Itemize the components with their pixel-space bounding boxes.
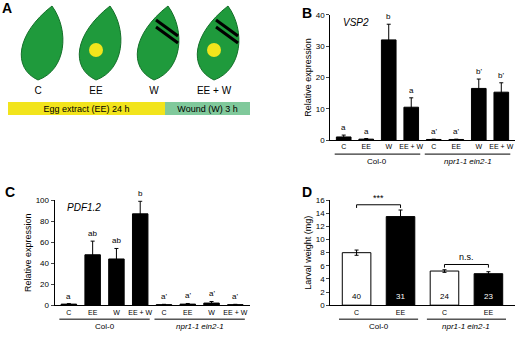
svg-text:20: 20 — [40, 280, 49, 289]
svg-text:80: 80 — [40, 217, 49, 226]
svg-text:EE: EE — [89, 85, 103, 96]
svg-text:40: 40 — [40, 259, 49, 268]
svg-text:Relative expression: Relative expression — [23, 213, 33, 292]
svg-text:Col-0: Col-0 — [95, 322, 115, 331]
svg-text:EE + W: EE + W — [128, 309, 152, 316]
svg-text:VSP2: VSP2 — [343, 17, 369, 28]
svg-text:D: D — [302, 184, 312, 200]
svg-text:8: 8 — [320, 248, 325, 257]
svg-text:ab: ab — [112, 236, 121, 245]
svg-text:0: 0 — [45, 301, 50, 310]
svg-text:C: C — [354, 309, 359, 316]
svg-text:n.s.: n.s. — [459, 252, 474, 262]
svg-text:Wound (W) 3 h: Wound (W) 3 h — [177, 104, 237, 114]
svg-text:14: 14 — [316, 209, 325, 218]
svg-text:a: a — [364, 127, 369, 136]
svg-text:a: a — [66, 292, 71, 301]
svg-text:Relative expression: Relative expression — [303, 38, 313, 117]
svg-text:0: 0 — [320, 136, 325, 145]
svg-text:16: 16 — [316, 196, 325, 205]
svg-text:C: C — [66, 309, 71, 316]
svg-text:W: W — [475, 143, 482, 150]
svg-text:b: b — [386, 12, 391, 21]
svg-text:a': a' — [185, 291, 191, 300]
svg-text:C: C — [161, 309, 166, 316]
svg-text:30: 30 — [316, 42, 325, 51]
svg-text:PDF1.2: PDF1.2 — [67, 202, 101, 213]
svg-text:31: 31 — [396, 292, 405, 301]
svg-text:W: W — [385, 143, 392, 150]
svg-text:a: a — [341, 123, 346, 132]
svg-text:***: *** — [373, 193, 384, 203]
svg-text:a: a — [409, 86, 414, 95]
svg-text:b: b — [138, 189, 143, 198]
svg-text:C: C — [442, 309, 447, 316]
svg-text:0: 0 — [320, 301, 325, 310]
svg-text:10: 10 — [316, 235, 325, 244]
svg-text:b': b' — [498, 71, 504, 80]
svg-text:EE: EE — [183, 309, 193, 316]
svg-text:a': a' — [431, 127, 437, 136]
svg-text:C: C — [431, 143, 436, 150]
svg-text:C: C — [341, 143, 346, 150]
svg-text:EE + W: EE + W — [399, 143, 423, 150]
svg-text:Egg extract (EE) 24 h: Egg extract (EE) 24 h — [43, 104, 129, 114]
svg-text:npr1-1 ein2-1: npr1-1 ein2-1 — [442, 322, 490, 331]
svg-text:C: C — [5, 184, 15, 200]
svg-text:W: W — [208, 309, 215, 316]
svg-text:EE: EE — [88, 309, 98, 316]
svg-text:a': a' — [209, 289, 215, 298]
svg-text:Col-0: Col-0 — [367, 157, 387, 166]
svg-text:12: 12 — [316, 222, 325, 231]
svg-text:ab: ab — [88, 229, 97, 238]
svg-text:B: B — [302, 5, 312, 21]
svg-text:C: C — [34, 85, 41, 96]
svg-text:npr1-1 ein2-1: npr1-1 ein2-1 — [176, 322, 224, 331]
svg-text:EE: EE — [396, 309, 406, 316]
svg-text:40: 40 — [316, 11, 325, 20]
svg-text:A: A — [2, 0, 12, 16]
svg-text:2: 2 — [320, 288, 325, 297]
svg-text:4: 4 — [320, 275, 325, 284]
svg-text:EE: EE — [452, 143, 462, 150]
svg-text:40: 40 — [352, 292, 361, 301]
svg-text:EE + W: EE + W — [489, 143, 513, 150]
svg-text:6: 6 — [320, 262, 325, 271]
svg-text:100: 100 — [36, 196, 50, 205]
svg-text:npr1-1 ein2-1: npr1-1 ein2-1 — [444, 157, 492, 166]
svg-text:b': b' — [476, 67, 482, 76]
svg-text:Col-0: Col-0 — [369, 322, 389, 331]
svg-text:a': a' — [232, 292, 238, 301]
svg-text:EE + W: EE + W — [197, 85, 232, 96]
svg-text:EE: EE — [362, 143, 372, 150]
svg-text:a': a' — [161, 292, 167, 301]
svg-text:EE: EE — [484, 309, 494, 316]
svg-text:W: W — [113, 309, 120, 316]
svg-text:24: 24 — [440, 292, 449, 301]
svg-text:EE + W: EE + W — [223, 309, 247, 316]
svg-text:W: W — [149, 85, 159, 96]
svg-text:60: 60 — [40, 238, 49, 247]
svg-text:Larval weight (mg): Larval weight (mg) — [303, 216, 313, 290]
svg-text:10: 10 — [316, 105, 325, 114]
svg-text:a': a' — [453, 127, 459, 136]
svg-text:20: 20 — [316, 73, 325, 82]
svg-text:23: 23 — [484, 292, 493, 301]
